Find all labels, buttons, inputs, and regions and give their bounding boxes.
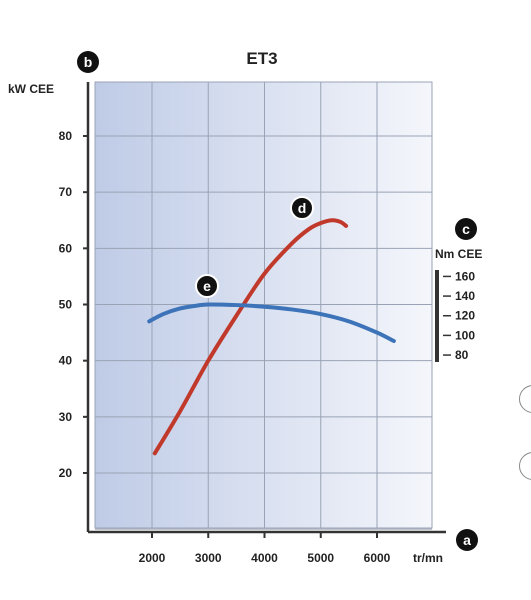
badge-series-d: d <box>290 196 314 220</box>
y2-tick-label: 80 <box>455 348 469 362</box>
x-tick-label: 4000 <box>251 551 278 565</box>
y-tick-label: 50 <box>59 298 73 312</box>
y-tick-label: 20 <box>59 466 73 480</box>
y-tick-label: 40 <box>59 354 73 368</box>
x-tick-label: 3000 <box>195 551 222 565</box>
svg-text:d: d <box>298 200 307 216</box>
chart-title: ET3 <box>246 49 277 68</box>
y-tick-label: 60 <box>59 241 73 255</box>
series-line-d <box>152 218 349 456</box>
badge-series-e: e <box>195 274 219 298</box>
svg-text:e: e <box>203 278 211 294</box>
torque-scale-bar <box>435 270 439 362</box>
svg-text:a: a <box>463 532 471 548</box>
torque-scale: 80 100 120 140 160 <box>435 269 475 362</box>
y2-axis-title: Nm CEE <box>435 247 482 261</box>
y2-tick-label: 160 <box>455 269 475 283</box>
x-tick-label: 6000 <box>364 551 391 565</box>
y-tick-label: 30 <box>59 410 73 424</box>
badge-x-axis: a <box>456 529 478 551</box>
y-tick-label: 80 <box>59 129 73 143</box>
x-axis-ticks: 2000 3000 4000 5000 6000 <box>139 532 391 565</box>
y-axis-ticks: 20 30 40 50 60 70 80 <box>59 129 88 480</box>
badge-left-axis: b <box>77 51 99 73</box>
x-tick-label: 2000 <box>139 551 166 565</box>
y2-tick-label: 120 <box>455 309 475 323</box>
series-line-e <box>147 302 396 344</box>
y2-tick-label: 140 <box>455 289 475 303</box>
svg-text:c: c <box>462 221 470 237</box>
plot-frame <box>94 81 433 529</box>
y2-tick-label: 100 <box>455 328 475 342</box>
y-axis-title: kW CEE <box>8 82 54 96</box>
x-axis-title: tr/mn <box>413 551 443 565</box>
y-tick-label: 70 <box>59 185 73 199</box>
badge-right-axis: c <box>455 218 477 240</box>
series-layer <box>147 218 396 456</box>
svg-text:b: b <box>84 54 93 70</box>
x-tick-label: 5000 <box>307 551 334 565</box>
